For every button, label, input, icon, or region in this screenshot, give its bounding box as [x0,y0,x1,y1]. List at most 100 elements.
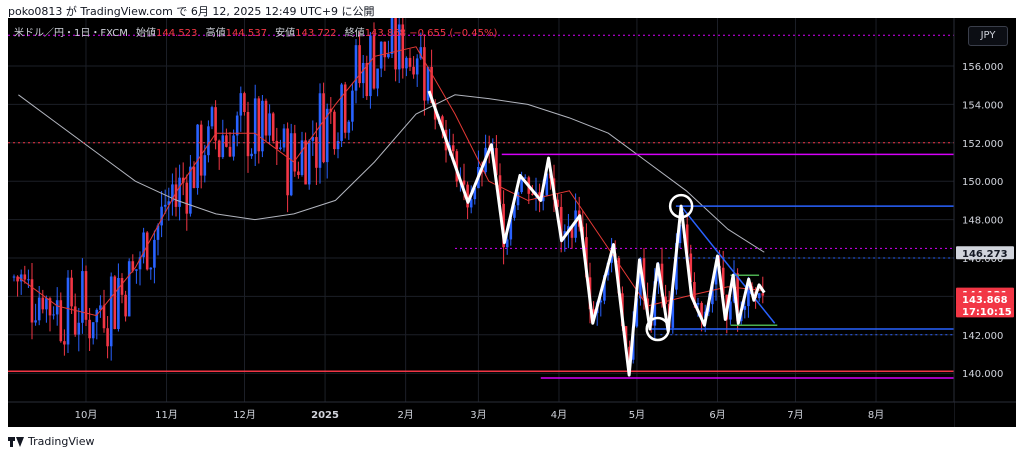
candle-body [99,305,102,310]
y-tick-label: 156.000 [962,62,1003,73]
candle-body [473,188,477,200]
candle-body [628,346,631,360]
candle-body [124,294,127,317]
footer: TradingView [8,435,94,448]
candle-body [347,121,351,133]
candle-body [369,35,372,97]
candle-body [34,320,37,323]
time-axis-bg [8,402,954,427]
candle-body [390,18,394,55]
candle-body [696,302,700,305]
candle-body [675,243,678,290]
candle-body [156,225,160,240]
candle-body [178,177,181,207]
candle-body [217,140,221,158]
candle-body [311,137,315,141]
chart-panel[interactable]: 米ドル／円・1日・FXCM 始値144.523 高値144.537 安値143.… [8,18,1016,427]
candle-body [757,293,761,299]
price-label: 17:10:15 [962,307,1012,318]
candle-body [135,269,138,271]
x-tick-label: 4月 [551,409,567,421]
price-scale-bg [954,18,1016,427]
high-label: 高値 [205,28,226,39]
candle-body [592,309,595,314]
trend-line [680,205,776,324]
x-tick-label: 3月 [470,409,486,421]
candle-body [693,282,696,305]
candle-body [120,277,124,295]
candle-body [246,111,250,157]
zigzag-line [427,90,766,377]
currency-button[interactable]: JPY [968,26,1008,46]
candle-body [52,314,55,316]
candle-body [250,153,253,157]
candle-body [426,66,430,101]
candle-body [174,184,178,207]
candle-body [275,140,279,150]
x-tick-label: 10月 [75,409,98,421]
candle-body [48,298,52,316]
price-label-bg [956,292,1014,306]
candle-body [189,166,192,214]
candle-body [127,261,131,317]
symbol-name: 米ドル／円・1日・FXCM [14,28,128,39]
candle-body [653,281,657,326]
candle-body [516,192,520,206]
candle-body [639,258,642,299]
y-tick-label: 140.000 [962,369,1003,380]
candle-body [45,298,48,310]
candle-body [415,58,419,75]
candle-body [149,267,153,270]
candle-body [261,100,264,152]
candle-body [343,84,347,133]
candle-body [711,284,714,305]
candle-body [81,271,84,323]
highlight-circle [668,193,694,219]
candle-body [729,301,732,320]
candle-body [721,267,725,295]
candle-body [16,276,19,282]
candle-body [210,107,214,127]
candle-body [354,45,358,91]
candle-body [599,300,603,303]
x-tick-label: 5月 [629,409,645,421]
price-label: 143.868 [962,295,1008,306]
candle-body [495,148,498,176]
candle-body [279,147,282,150]
candle-body [145,232,149,270]
candle-body [541,195,545,202]
candle-body [41,297,45,310]
candle-body [523,177,527,179]
candle-body [556,199,559,207]
candle-body [55,300,59,315]
candle-body [358,45,361,84]
candle-body [243,93,246,112]
candle-body [315,137,318,168]
price-chart[interactable]: 140.000142.000144.000146.000148.000150.0… [8,18,1016,427]
candle-body [293,133,297,172]
candle-body [545,173,549,196]
candle-body [397,24,401,70]
candle-body [747,286,750,307]
candle-body [322,93,325,163]
candle-body [635,298,639,327]
candle-body [372,35,376,89]
x-tick-label: 2月 [397,409,413,421]
x-tick-label: 8月 [868,409,884,421]
candle-body [59,300,63,342]
candle-body [736,273,739,322]
candle-body [570,226,574,238]
candle-body [671,289,675,328]
candle-body [207,126,210,156]
tradingview-logo-icon [8,436,24,447]
candle-body [257,98,261,152]
candle-body [289,133,293,196]
candle-body [232,135,235,157]
candle-body [12,276,16,278]
candle-body [466,184,469,208]
candle-body [264,100,268,136]
candle-body [761,293,765,296]
candle-body [469,199,473,208]
y-tick-label: 154.000 [962,100,1003,111]
low-value: 143.722 [295,28,337,39]
